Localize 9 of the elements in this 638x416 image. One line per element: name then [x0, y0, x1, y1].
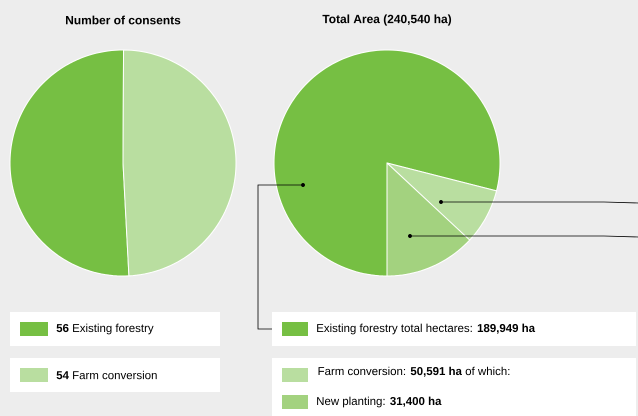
legend-label: New planting: 31,400 ha: [317, 396, 442, 408]
text: Farm conversion: 50,591 ha of which:: [318, 366, 510, 377]
data-label: 56: [56, 324, 69, 332]
chart-title: Total Area (240,540 ha): [322, 14, 452, 26]
legend-label: Existing forestry total hectares: 189,949 ha: [317, 324, 536, 334]
data-label: 54: [56, 371, 69, 380]
chart-title: Number of consents: [66, 16, 180, 24]
legend-label: Existing forestry: [73, 324, 154, 334]
legend-label: Farm conversion: [73, 370, 157, 380]
